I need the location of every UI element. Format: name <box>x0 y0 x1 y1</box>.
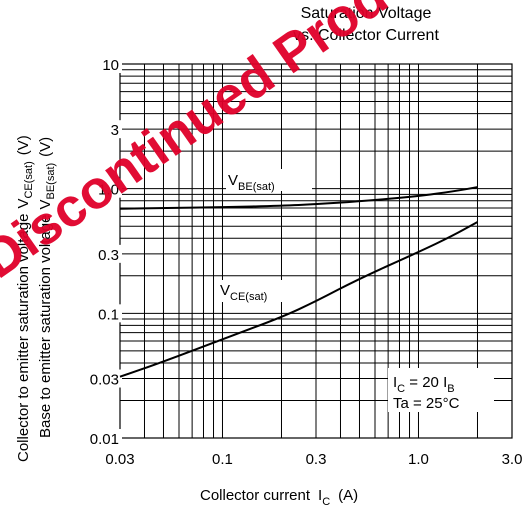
y-tick-label: 0.3 <box>98 247 119 264</box>
x-tick-label: 3.0 <box>502 451 523 468</box>
y-tick-label: 10 <box>102 57 119 74</box>
y-tick-label-bg <box>92 179 122 198</box>
series-line-vbe-sat <box>119 186 478 210</box>
annotation-line-2: Ta = 25°C <box>393 395 460 412</box>
y-tick-label: 3 <box>111 122 119 139</box>
x-tick-label: 0.3 <box>306 451 327 468</box>
tick-labels: 0.03 0.1 0.3 1.0 3.0 0.01 0.03 0.1 0.3 1.0 3 10 <box>84 55 522 468</box>
y-tick-label-bg <box>101 55 122 73</box>
x-axis-label: Collector current IC (A) <box>200 487 358 505</box>
y-tick-label-bg <box>84 369 122 388</box>
y-tick-label: 0.01 <box>90 431 119 448</box>
y-tick-label-bg <box>92 304 122 323</box>
series-label-be: VBE(sat) <box>228 172 275 193</box>
annotation-bg <box>388 368 494 412</box>
series-label-ce: VCE(sat) <box>220 282 267 303</box>
chart-title-line-1: Saturation Voltage <box>300 5 432 22</box>
series-label-ce-bg <box>218 280 294 302</box>
annotation-line-1: IC = 20 IB <box>393 374 455 395</box>
y-axis-label-be: Base to emitter saturation voltageVBE(sa… <box>37 137 57 438</box>
y-tick-label-bg <box>109 120 122 139</box>
y-axis-label-ce: Collector to emitter saturation voltageV… <box>15 135 35 462</box>
y-tick-label: 1.0 <box>98 182 119 199</box>
y-tick-label: 0.1 <box>98 306 119 323</box>
x-tick-label: 1.0 <box>408 451 429 468</box>
x-tick-label: 0.03 <box>105 451 134 468</box>
series-label-be-bg <box>226 169 312 191</box>
y-tick-label-bg <box>92 244 122 263</box>
series-line-vce-sat <box>119 221 478 378</box>
y-tick-label-bg <box>84 429 122 447</box>
chart-title-line-2: vs. Collector Current <box>293 27 439 44</box>
data-series <box>119 186 478 378</box>
y-tick-label: 0.03 <box>90 372 119 389</box>
x-tick-label: 0.1 <box>212 451 233 468</box>
